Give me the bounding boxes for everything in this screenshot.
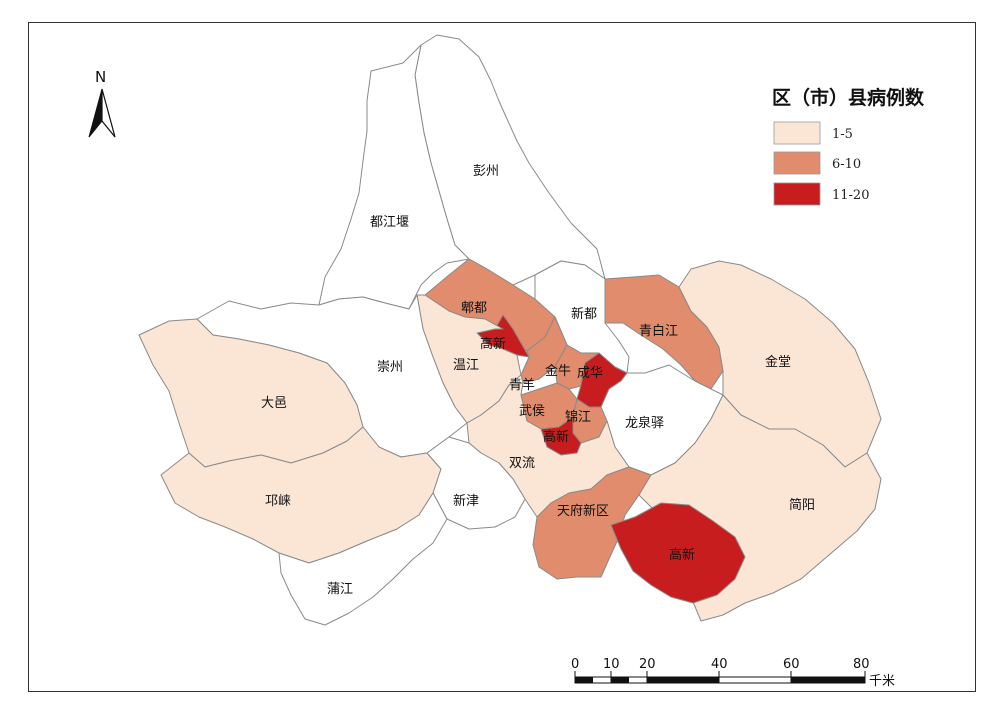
label-dayi: 大邑: [261, 396, 287, 411]
label-gaoxin-se: 高新: [669, 547, 695, 563]
legend-label-6-10: 6-10: [832, 157, 861, 172]
label-qingyang: 青羊: [509, 377, 535, 393]
district-dujiangyan[interactable]: [318, 44, 470, 310]
label-gaoxin-nw: 高新: [480, 336, 506, 352]
label-wenjiang: 温江: [453, 358, 479, 373]
label-pujiang: 蒲江: [327, 582, 353, 597]
north-label: N: [95, 68, 106, 86]
label-xindu: 新都: [571, 306, 597, 322]
district-qingyang[interactable]: [520, 316, 568, 384]
legend-label-1-5: 1-5: [832, 127, 853, 142]
label-gaoxin-central: 高新: [543, 429, 569, 445]
label-qionglai: 邛崃: [265, 494, 291, 509]
scale-tick-40: 40: [711, 657, 728, 672]
district-gaoxin-se[interactable]: [610, 502, 746, 604]
scale-unit: 千米: [869, 674, 895, 689]
label-dujiangyan: 都江堰: [370, 215, 409, 230]
scale-tick-80: 80: [853, 657, 870, 672]
scale-tick-60: 60: [783, 657, 800, 672]
label-jinniu: 金牛: [545, 363, 571, 379]
label-chenghua: 成华: [577, 366, 603, 381]
legend-swatch-6-10: [773, 151, 821, 175]
label-pengzhou: 彭州: [473, 164, 499, 179]
label-jinjiang: 锦江: [565, 410, 591, 425]
map-canvas: 彭州 都江堰 郫都 高新 新都 青白江 金堂 温江 崇州 大邑 青羊 金牛 成华…: [88, 34, 925, 689]
label-shuangliu: 双流: [509, 456, 535, 471]
scale-tick-20: 20: [639, 657, 656, 672]
legend-label-11-20: 11-20: [832, 188, 869, 203]
label-xinjin: 新津: [453, 493, 479, 509]
scale-bar: 0 10 20 40 60 80 千米: [571, 657, 895, 689]
label-jintang: 金堂: [765, 354, 791, 370]
north-arrow-icon: N: [88, 68, 116, 138]
label-wuhou: 武侯: [519, 404, 545, 419]
scale-tick-10: 10: [603, 657, 620, 672]
district-tianfu-new-area[interactable]: [532, 466, 652, 580]
label-pidu: 郫都: [461, 300, 487, 316]
label-chongzhou: 崇州: [377, 360, 403, 375]
legend-title: 区（市）县病例数: [772, 86, 925, 109]
label-tianfu-new-area: 天府新区: [557, 503, 609, 519]
label-qingbaijiang: 青白江: [639, 323, 678, 339]
legend-swatch-11-20: [773, 182, 821, 206]
legend-swatch-1-5: [773, 121, 821, 145]
legend: 区（市）县病例数 1-5 6-10 11-20: [772, 86, 925, 206]
label-longquanyi: 龙泉驿: [625, 415, 664, 431]
district-pujiang[interactable]: [278, 492, 448, 626]
scale-tick-0: 0: [571, 657, 579, 672]
map-frame: 彭州 都江堰 郫都 高新 新都 青白江 金堂 温江 崇州 大邑 青羊 金牛 成华…: [28, 22, 976, 692]
label-jianyang: 简阳: [789, 497, 815, 513]
